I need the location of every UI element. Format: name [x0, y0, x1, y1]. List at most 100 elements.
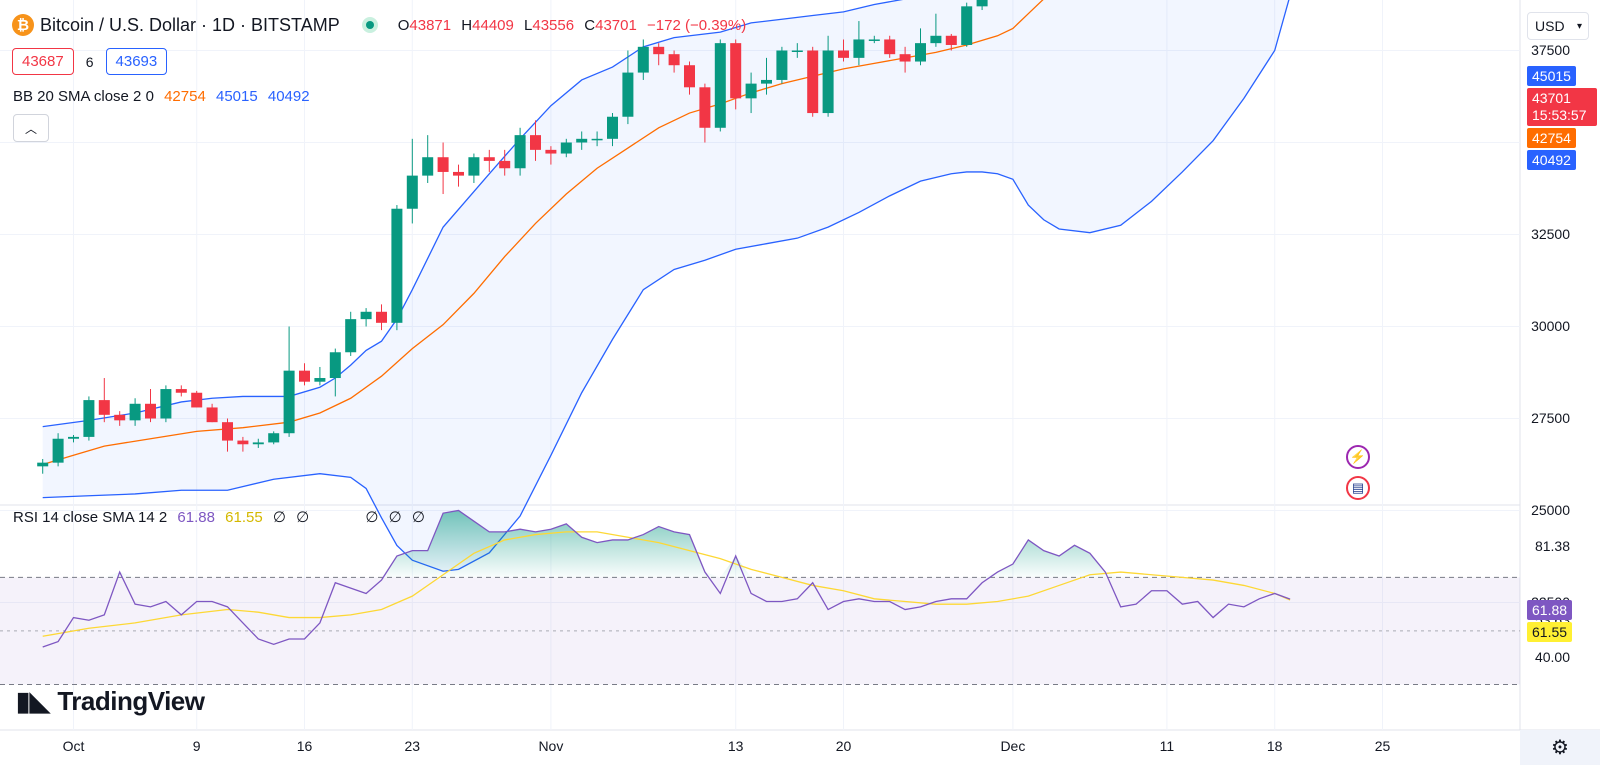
candle-body	[98, 400, 110, 415]
bitcoin-icon: ₿	[12, 14, 34, 36]
chevron-down-icon: ▾	[1576, 20, 1582, 32]
bb-legend[interactable]: BB 20 SMA close 2 0 42754 45015 40492	[13, 88, 310, 105]
candle-body	[514, 135, 526, 169]
bb-band-fill	[42, 0, 1289, 572]
candle-body	[360, 311, 372, 320]
candle-body	[853, 39, 865, 58]
candle-body	[684, 65, 695, 88]
last-price-badge: 43701 15:53:57	[1527, 88, 1597, 126]
candle-body	[714, 43, 726, 128]
candle-body	[499, 160, 511, 169]
close-label: C	[584, 16, 596, 34]
rsi-sma-badge: 61.55	[1527, 622, 1573, 642]
spread-value: 6	[85, 53, 94, 70]
currency-select[interactable]: USD ▾	[1527, 12, 1589, 40]
time-tick-label: 20	[835, 738, 852, 754]
rsi-band-fill	[0, 577, 1520, 685]
bb-lower-line	[42, 0, 1290, 572]
candle-body	[884, 39, 896, 55]
bb-upper-badge: 45015	[1527, 66, 1576, 86]
rsi-tick-label: 81.38	[1534, 537, 1570, 554]
price-tick-label: 30000	[1531, 317, 1570, 334]
candle-body	[68, 436, 79, 439]
candle-body	[745, 83, 757, 99]
candle-body	[391, 208, 403, 323]
candle-body	[406, 175, 418, 209]
candle-body	[838, 50, 849, 58]
candle-body	[545, 149, 557, 154]
tradingview-logo: ▮◣ TradingView	[16, 686, 205, 717]
time-tick-label: 18	[1266, 738, 1283, 754]
settings-gear-icon[interactable]: ⚙	[1551, 737, 1569, 759]
candle-body	[776, 50, 788, 80]
collapse-legend-button[interactable]: ︿	[13, 114, 49, 142]
time-tick-label: 11	[1159, 738, 1175, 754]
high-value: 44409	[472, 16, 514, 34]
candle-body	[468, 157, 480, 176]
rsi-legend-value: 61.88	[177, 509, 215, 526]
price-tick-label: 25000	[1531, 501, 1570, 518]
na-value: ∅	[272, 509, 286, 526]
rsi-line	[42, 509, 1291, 648]
time-tick-label: Nov	[538, 738, 564, 754]
candle-body	[422, 157, 434, 176]
rsi-legend[interactable]: RSI 14 close SMA 14 2 61.88 61.55 ∅ ∅ ∅ …	[13, 508, 425, 526]
low-value: 43556	[532, 16, 575, 34]
price-tick-label: 27500	[1531, 409, 1570, 426]
candle-body	[637, 46, 649, 73]
price-tick-label: 37500	[1531, 41, 1570, 58]
candle-body	[591, 138, 603, 141]
candle-body	[129, 403, 141, 421]
candle-body	[915, 43, 926, 62]
high-label: H	[461, 16, 473, 34]
candle-body	[222, 422, 233, 441]
candle-body	[899, 54, 911, 62]
settings-area	[1520, 730, 1600, 765]
candle-body	[191, 392, 203, 408]
candle-body	[868, 39, 880, 41]
candle-body	[576, 138, 588, 143]
us-flag-icon[interactable]: ▤	[1346, 476, 1370, 500]
bb-lower-value: 40492	[267, 88, 310, 105]
candle-body	[252, 442, 264, 445]
rsi-legend-label: RSI 14 close SMA 14 2	[13, 509, 168, 526]
symbol-title[interactable]: Bitcoin / U.S. Dollar · 1D · BITSTAMP	[40, 14, 340, 35]
bb-upper-value: 45015	[215, 88, 258, 105]
candle-body	[314, 378, 326, 382]
open-value: 43871	[409, 16, 452, 34]
currency-value: USD	[1535, 18, 1565, 34]
symbol-header: ₿ Bitcoin / U.S. Dollar · 1D · BITSTAMP …	[12, 14, 746, 36]
time-tick-label: 16	[296, 738, 313, 754]
candle-body	[283, 370, 295, 434]
candle-body	[483, 157, 495, 161]
candle-body	[160, 389, 172, 419]
tradingview-wordmark: TradingView	[57, 686, 205, 716]
na-value: ∅	[411, 509, 425, 526]
candle-body	[699, 87, 711, 128]
sell-button[interactable]: 43687	[12, 48, 74, 75]
candle-body	[345, 319, 357, 353]
market-open-icon	[361, 17, 378, 33]
candle-body	[945, 35, 957, 45]
change-value: −172 (−0.39%)	[647, 16, 747, 34]
tradingview-icon: ▮◣	[16, 686, 50, 716]
bar-countdown: 15:53:57	[1532, 107, 1587, 123]
bb-upper-line	[42, 0, 904, 428]
buy-button[interactable]: 43693	[105, 48, 168, 75]
lightning-icon[interactable]: ⚡	[1346, 445, 1370, 469]
bb-lower-badge: 40492	[1527, 150, 1576, 170]
candle-body	[730, 43, 742, 99]
ohlc-values: O43871 H44409 L43556 C43701 −172 (−0.39%…	[392, 17, 747, 34]
candle-body	[145, 403, 156, 419]
candle-body	[930, 35, 942, 44]
last-price: 43701	[1532, 90, 1571, 106]
candle-body	[237, 440, 249, 445]
candle-body	[822, 50, 834, 114]
candle-body	[83, 400, 95, 437]
low-label: L	[524, 16, 533, 34]
time-tick-label: Oct	[62, 738, 85, 754]
bb-basis-badge: 42754	[1527, 128, 1576, 148]
candle-body	[622, 72, 634, 117]
candle-body	[976, 0, 988, 7]
